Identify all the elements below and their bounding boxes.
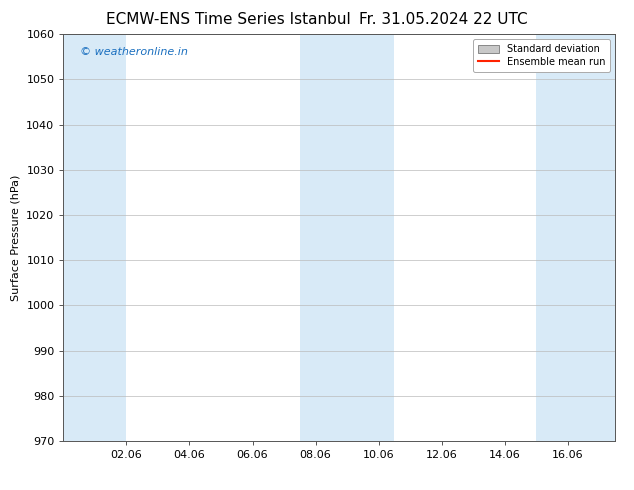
Bar (536, 34, 615, 441)
Bar (63, 34, 126, 441)
Text: Fr. 31.05.2024 22 UTC: Fr. 31.05.2024 22 UTC (359, 12, 528, 27)
Bar (300, 34, 394, 441)
Legend: Standard deviation, Ensemble mean run: Standard deviation, Ensemble mean run (473, 39, 610, 72)
Text: ECMW-ENS Time Series Istanbul: ECMW-ENS Time Series Istanbul (106, 12, 351, 27)
Y-axis label: Surface Pressure (hPa): Surface Pressure (hPa) (11, 174, 21, 301)
Text: © weatheronline.in: © weatheronline.in (80, 47, 188, 56)
